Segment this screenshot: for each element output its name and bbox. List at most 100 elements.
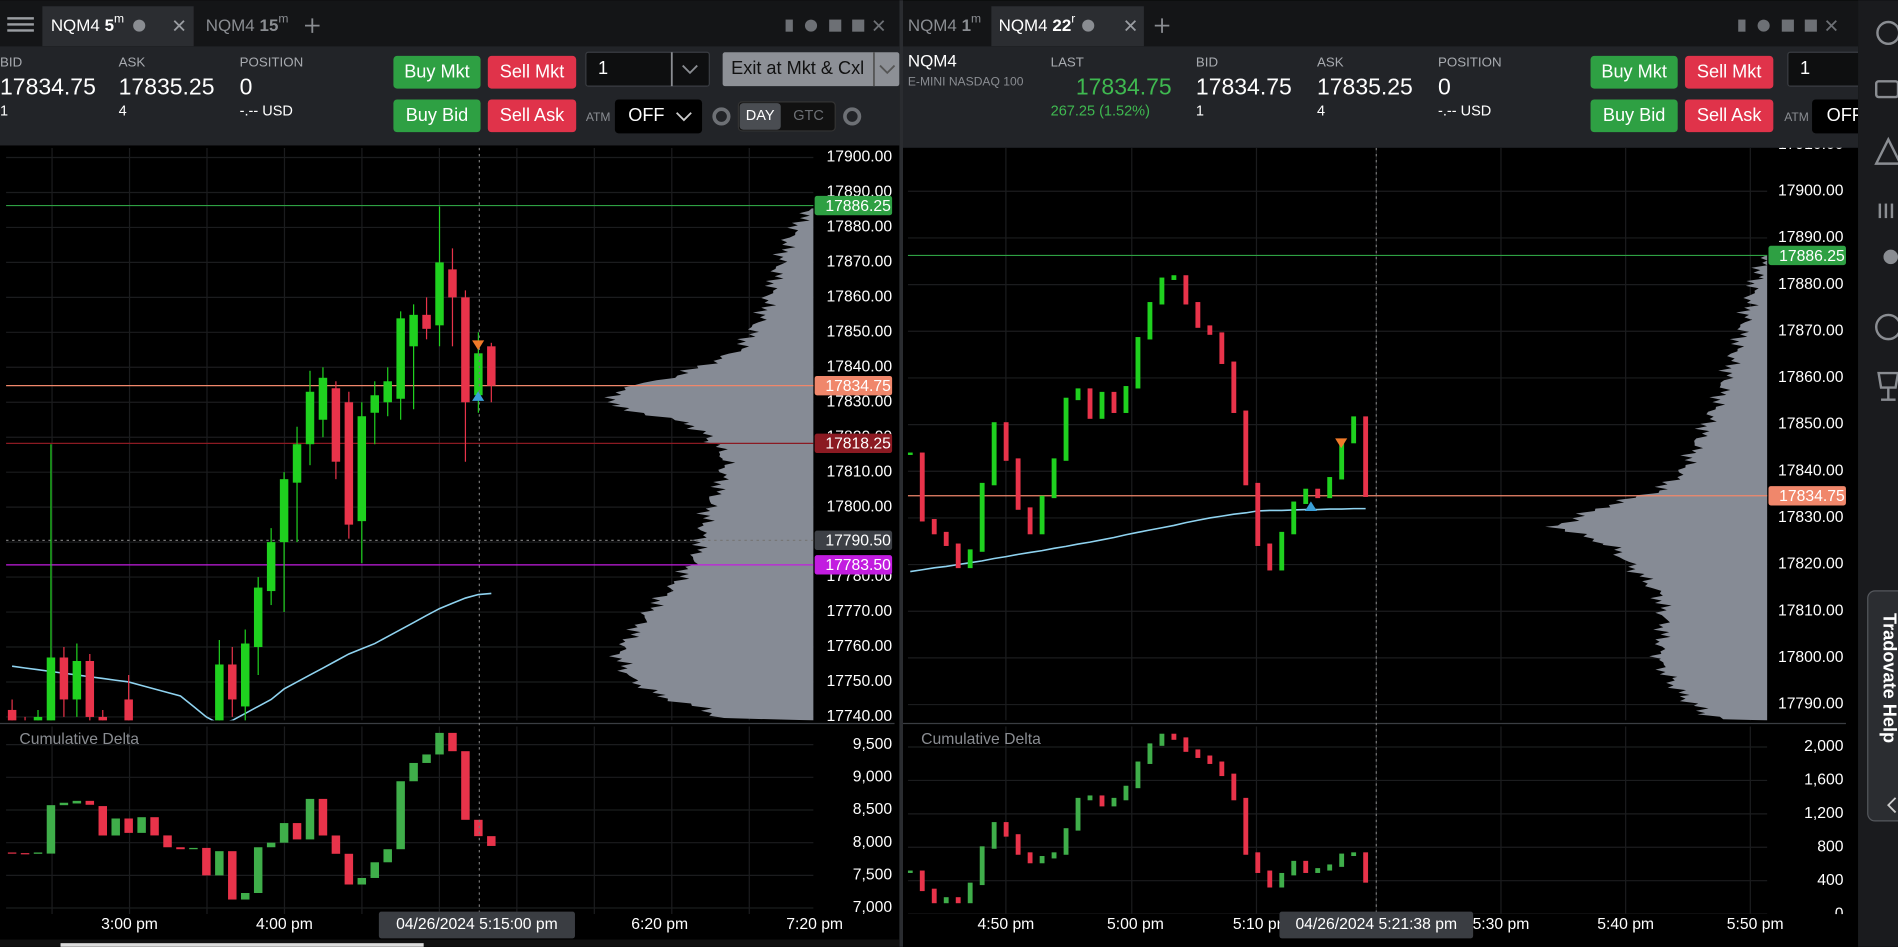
close-tab[interactable] [173, 20, 185, 32]
price-segment [967, 882, 973, 904]
x-tick-label: 4:00 pm [256, 916, 313, 933]
tif-settings[interactable] [843, 107, 862, 126]
price-segment [1159, 733, 1165, 746]
candle-body [461, 751, 470, 820]
price-segment [1135, 337, 1141, 389]
price-tag-label: 17783.50 [825, 557, 891, 574]
moving-average [910, 507, 1366, 573]
quantity-input[interactable] [585, 51, 710, 87]
candle-body [241, 643, 250, 707]
price-segment [1231, 773, 1237, 801]
window-icons[interactable] [1738, 19, 1837, 32]
buy-market-button[interactable] [393, 55, 481, 89]
x-tick-label: 3:00 pm [101, 916, 158, 933]
position-pnl: -.-- USD [1438, 103, 1491, 119]
buy-market-button[interactable] [1590, 55, 1678, 89]
candle-body [137, 817, 146, 833]
help-collapse[interactable] [1887, 797, 1897, 814]
delta-plot [907, 726, 1768, 915]
candle-body [46, 805, 56, 854]
position-label: POSITION [240, 55, 304, 70]
ask-label: ASK [1317, 55, 1344, 70]
price-tag-label: 17886.25 [1779, 248, 1845, 265]
charts: 17900.00 17890.00 17880.00 17870.00 17860.00… [0, 136, 1859, 940]
price-tag-label: 17834.75 [1779, 488, 1845, 505]
price-segment [1279, 531, 1285, 571]
candle-body [46, 657, 56, 721]
price-segment [1231, 361, 1237, 413]
atm-settings[interactable] [712, 107, 731, 126]
status-strip [0, 939, 900, 947]
sell-market-button[interactable] [1684, 55, 1774, 89]
atm-select[interactable] [1812, 99, 1898, 134]
sell-ask-button[interactable] [1684, 99, 1774, 133]
y-tick-label: 17810.00 [1778, 602, 1844, 619]
close-tab[interactable] [1125, 20, 1137, 32]
add-tab[interactable] [305, 18, 320, 33]
sidebar-icon[interactable] [1877, 371, 1898, 401]
price-tag [814, 195, 893, 216]
ask-size: 4 [119, 103, 127, 119]
candle-body [7, 709, 17, 721]
menu-icon[interactable] [7, 17, 34, 32]
x-tick-label: 5:50 pm [1727, 916, 1784, 933]
x-tick-label: 4:50 pm [977, 916, 1034, 933]
price-segment [1039, 856, 1045, 864]
price-segment [1003, 822, 1009, 837]
price-segment [1267, 870, 1273, 888]
candle-body [98, 716, 108, 721]
sidebar-icon[interactable] [1874, 136, 1898, 165]
buy-bid-button[interactable] [393, 99, 481, 133]
sidebar-icon[interactable] [1883, 249, 1898, 265]
sidebar-icon[interactable] [1876, 20, 1898, 45]
candle-body [331, 835, 341, 854]
last-change: 267.25 (1.52%) [1051, 103, 1150, 119]
quantity-input[interactable] [1787, 51, 1898, 87]
price-segment [1039, 495, 1045, 535]
position-quantity: 0 [240, 74, 253, 100]
atm-select[interactable] [614, 99, 703, 134]
tab-label[interactable]: NQM4 15m [206, 12, 289, 36]
y-tick-label: 17840.00 [1778, 462, 1844, 479]
price-segment [1291, 501, 1297, 535]
window-icons[interactable] [785, 19, 885, 32]
price-segment [1207, 755, 1213, 764]
price-segment [1123, 386, 1129, 413]
candle-body [318, 377, 328, 420]
tab-label[interactable]: NQM4 22r [999, 12, 1076, 36]
ask-size: 4 [1317, 103, 1325, 119]
instrument-symbol: NQM4 [908, 51, 957, 70]
candle-body [370, 862, 379, 878]
sell-market-button[interactable] [487, 55, 577, 89]
y-tick-label: 17880.00 [827, 219, 893, 236]
price-segment [1027, 852, 1033, 864]
exit-button[interactable] [722, 52, 900, 87]
add-tab[interactable] [1154, 18, 1170, 33]
tab-label[interactable]: NQM4 1m [908, 12, 981, 36]
candle-body [189, 847, 198, 850]
active-tab[interactable] [42, 6, 194, 47]
price-segment [1063, 828, 1069, 855]
exit-dropdown[interactable] [873, 52, 896, 87]
tif-option[interactable]: DAY [746, 108, 775, 124]
candle-body [124, 818, 133, 833]
buy-bid-button[interactable] [1590, 99, 1678, 133]
tif-option[interactable]: GTC [793, 108, 824, 124]
candle-body [448, 269, 457, 298]
price-segment [991, 422, 997, 486]
tab-symbol: NQM4 [206, 16, 255, 35]
ask-price: 17835.25 [1317, 74, 1413, 100]
sidebar-icon[interactable] [1875, 80, 1898, 99]
tab-label[interactable]: NQM4 5m [51, 12, 124, 36]
quantity-dropdown[interactable] [670, 52, 698, 87]
active-tab[interactable] [991, 6, 1144, 47]
y-tick-label: 9,500 [853, 736, 893, 753]
price-segment [979, 846, 985, 886]
y-tick-label: 17820.00 [1778, 556, 1844, 573]
sidebar-icon[interactable] [1878, 203, 1894, 219]
help-tab[interactable] [1867, 590, 1898, 822]
sell-ask-button[interactable] [487, 99, 577, 133]
sidebar-icon[interactable] [1875, 313, 1898, 341]
candle-body [318, 798, 328, 836]
crosshair-label: 04/26/2024 5:21:38 pm [1295, 916, 1457, 933]
